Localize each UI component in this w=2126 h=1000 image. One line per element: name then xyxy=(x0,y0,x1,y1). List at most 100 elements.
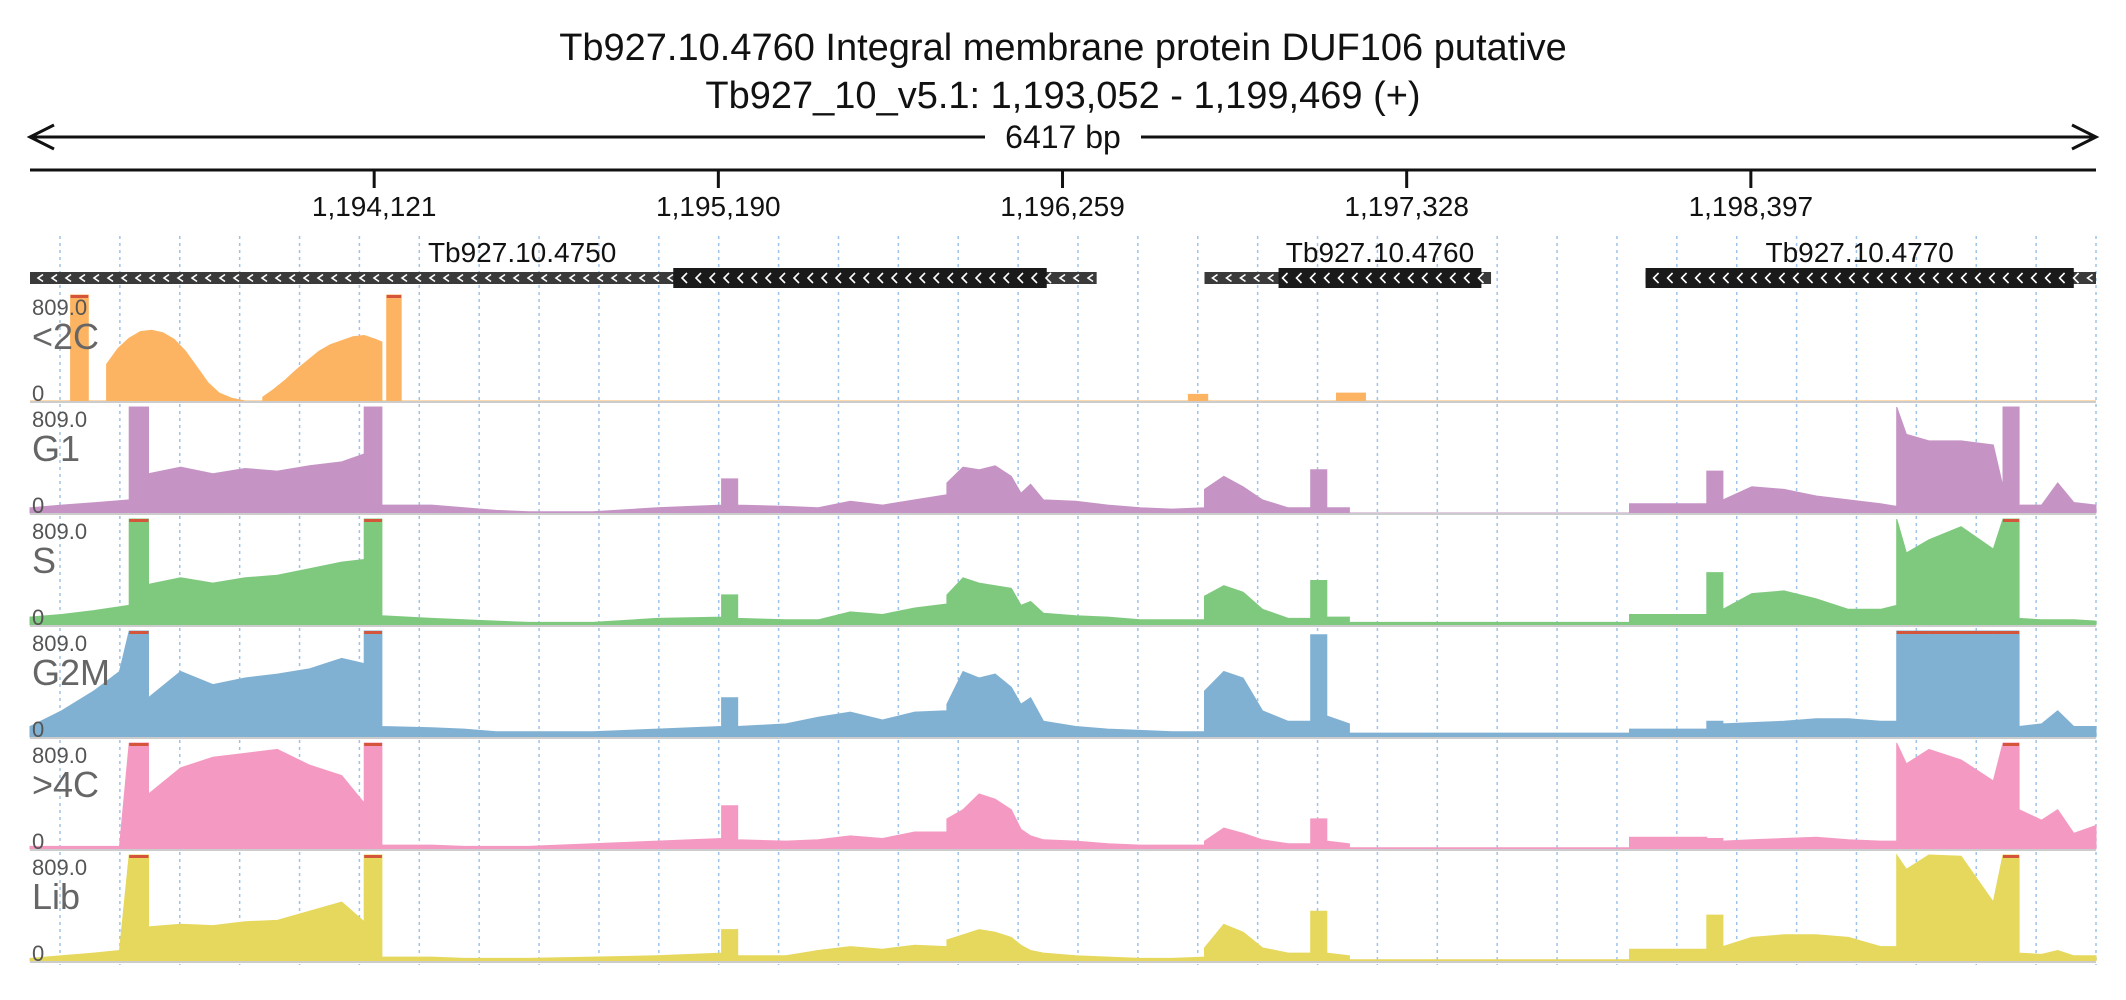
strand-arrow xyxy=(1323,272,1331,284)
strand-arrow xyxy=(484,273,492,283)
strand-arrow xyxy=(834,272,842,284)
strand-arrow xyxy=(106,273,114,283)
clip-indicator xyxy=(364,519,382,522)
strand-arrow xyxy=(582,273,590,283)
strand-arrow xyxy=(1890,272,1898,284)
clip-indicator xyxy=(129,407,149,410)
strand-arrow xyxy=(372,273,380,283)
strand-arrow xyxy=(960,272,968,284)
strand-arrow xyxy=(50,273,58,283)
strand-arrow xyxy=(92,273,100,283)
clip-indicator xyxy=(129,519,149,522)
strand-arrow xyxy=(470,273,478,283)
track-name: S xyxy=(32,540,56,581)
strand-arrow xyxy=(974,272,982,284)
track-4c: 809.0>4C 0 xyxy=(29,742,2097,854)
strand-arrow xyxy=(1267,273,1274,283)
strand-arrow xyxy=(64,273,72,283)
strand-arrow xyxy=(596,273,604,283)
strand-arrow xyxy=(1393,272,1401,284)
strand-arrow xyxy=(666,273,674,283)
track-name: <2C xyxy=(32,316,99,357)
strand-arrow xyxy=(1876,272,1884,284)
track-name: >4C xyxy=(32,764,99,805)
strand-arrow xyxy=(1736,272,1744,284)
clip-indicator xyxy=(2002,407,2020,410)
strand-arrow xyxy=(1225,273,1232,283)
strand-arrow xyxy=(204,273,212,283)
track-max-label: 809.0 xyxy=(32,743,87,768)
strand-arrow xyxy=(862,272,870,284)
strand-arrow xyxy=(554,273,562,283)
clip-indicator xyxy=(364,631,382,634)
strand-arrow xyxy=(428,273,436,283)
clip-indicator xyxy=(2002,519,2020,522)
strand-arrow xyxy=(1351,272,1359,284)
strand-arrow xyxy=(2030,272,2038,284)
track-max-label: 809.0 xyxy=(32,407,87,432)
coverage-tracks: 809.0<2C0809.0G10809.0S0809.0G2M0809.0>4… xyxy=(29,294,2097,966)
clip-indicator xyxy=(1928,631,1962,634)
gene-label: Tb927.10.4760 xyxy=(1286,237,1474,268)
strand-arrow xyxy=(78,273,86,283)
strand-arrow xyxy=(1044,272,1052,284)
strand-arrow xyxy=(1960,272,1968,284)
gene-cds xyxy=(1645,268,2074,288)
strand-arrow xyxy=(1764,272,1772,284)
coverage-area xyxy=(29,518,2097,626)
strand-arrow xyxy=(876,272,884,284)
strand-arrow xyxy=(414,273,422,283)
clip-indicator xyxy=(129,743,149,746)
x-ticks: 1,194,121 1,195,190 1,196,259 1,197,328 1,19… xyxy=(312,170,1813,222)
track-g1: 809.0G1 0 xyxy=(29,406,2097,518)
strand-arrow xyxy=(988,272,996,284)
strand-arrow xyxy=(274,273,282,283)
strand-arrow xyxy=(946,272,954,284)
strand-arrow xyxy=(1407,272,1415,284)
strand-arrow xyxy=(526,273,534,283)
strand-arrow xyxy=(918,272,926,284)
track-s: 809.0S 0 xyxy=(29,518,2097,630)
strand-arrow xyxy=(890,272,898,284)
track-min-label: 0 xyxy=(32,829,44,854)
strand-arrow xyxy=(260,273,268,283)
strand-arrow xyxy=(2086,273,2094,283)
strand-arrow xyxy=(610,273,618,283)
x-tick-label: 1,197,328 xyxy=(1344,191,1469,222)
strand-arrow xyxy=(1253,273,1260,283)
strand-arrow xyxy=(792,272,800,284)
strand-arrow xyxy=(904,272,912,284)
strand-arrow xyxy=(624,273,632,283)
strand-arrow xyxy=(680,272,688,284)
strand-arrow xyxy=(1463,272,1471,284)
strand-arrow xyxy=(246,273,254,283)
coverage-area xyxy=(29,630,2097,738)
strand-arrow xyxy=(442,273,450,283)
clip-indicator xyxy=(1993,631,2003,634)
gene-cds xyxy=(673,268,1047,288)
track-max-label: 809.0 xyxy=(32,855,87,880)
strand-arrow xyxy=(1806,272,1814,284)
strand-arrow xyxy=(1666,272,1674,284)
track-name: G1 xyxy=(32,428,80,469)
strand-arrow xyxy=(1834,272,1842,284)
strand-arrow xyxy=(778,272,786,284)
strand-arrow xyxy=(1086,273,1094,283)
strand-arrow xyxy=(386,273,394,283)
strand-arrow xyxy=(2002,272,2010,284)
strand-arrow xyxy=(1694,272,1702,284)
strand-arrow xyxy=(652,273,660,283)
strand-arrow xyxy=(344,273,352,283)
clip-indicator xyxy=(2002,631,2020,634)
strand-arrow xyxy=(1337,272,1345,284)
strand-arrow xyxy=(1421,272,1429,284)
strand-arrow xyxy=(1379,272,1387,284)
chart-title: Tb927.10.4760 Integral membrane protein … xyxy=(559,27,1567,69)
track-min-label: 0 xyxy=(32,941,44,966)
strand-arrow xyxy=(1365,272,1373,284)
strand-arrow xyxy=(1211,273,1218,283)
strand-arrow xyxy=(1030,272,1038,284)
strand-arrow xyxy=(806,272,814,284)
strand-arrow xyxy=(1435,272,1443,284)
